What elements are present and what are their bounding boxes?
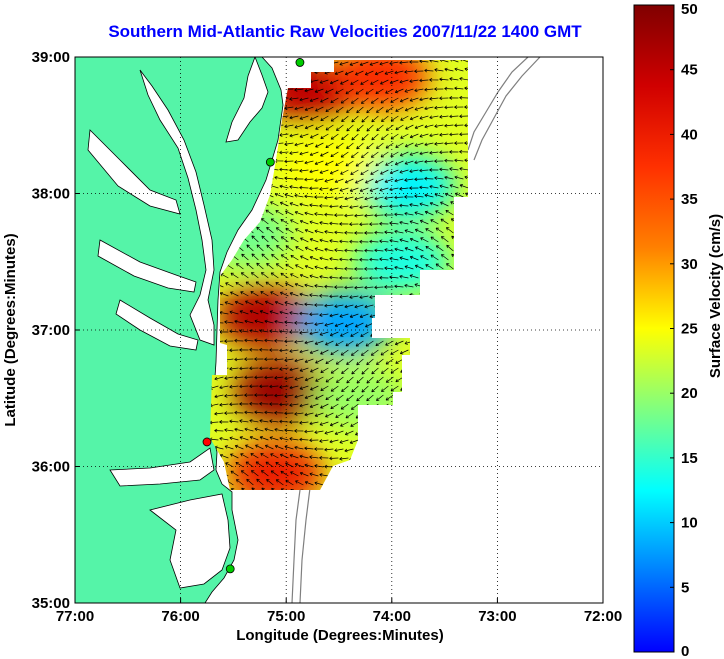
colorbar-label: Surface Velocity (cm/s) <box>707 214 724 378</box>
bathymetry-contour <box>291 57 529 603</box>
y-axis-ticks: 35:00 36:00 37:00 38:00 39:00 <box>32 49 80 612</box>
velocity-blob <box>280 134 377 199</box>
x-tick-label: 74:00 <box>373 608 411 625</box>
colorbar-tick-label: 40 <box>681 126 698 143</box>
y-axis-label: Latitude (Degrees:Minutes) <box>2 233 19 426</box>
colorbar-tick-label: 0 <box>681 643 689 659</box>
velocity-blob <box>296 291 393 356</box>
x-tick-label: 76:00 <box>161 608 199 625</box>
chesapeake-tributary-3 <box>115 299 199 351</box>
pamlico-sound <box>149 493 231 589</box>
x-axis-label: Longitude (Degrees:Minutes) <box>236 627 444 644</box>
chesapeake-tributary-1 <box>87 129 181 215</box>
colorbar-tick-label: 30 <box>681 256 698 273</box>
x-tick-label: 75:00 <box>267 608 305 625</box>
x-tick-label: 72:00 <box>584 608 622 625</box>
colorbar-tick-label: 10 <box>681 515 698 532</box>
chesapeake-bay <box>139 69 215 346</box>
x-axis-ticks: 77:00 76:00 75:00 74:00 73:00 72:00 <box>56 598 622 625</box>
colorbar-tick-label: 20 <box>681 385 698 402</box>
velocity-blob <box>333 60 430 110</box>
colorbar-ticks: 0 5 10 15 20 25 30 35 40 45 50 <box>670 1 698 659</box>
colorbar-tick-label: 35 <box>681 191 698 208</box>
grid-lines <box>75 57 603 603</box>
delaware-bay <box>225 57 269 143</box>
colorbar-tick-label: 25 <box>681 321 698 338</box>
velocity-blob <box>227 441 324 490</box>
y-tick-label: 37:00 <box>32 322 70 339</box>
colorbar-tick-label: 5 <box>681 579 689 596</box>
radar-station-marker <box>295 58 305 67</box>
radar-stations <box>202 58 305 574</box>
radar-station-marker <box>202 437 212 447</box>
y-tick-label: 39:00 <box>32 49 70 66</box>
velocity-blob <box>232 359 329 424</box>
chesapeake-tributary-2 <box>97 239 197 293</box>
colorbar-tick-label: 15 <box>681 450 698 467</box>
y-tick-label: 38:00 <box>32 186 70 203</box>
radar-station-marker <box>265 157 275 167</box>
x-tick-label: 77:00 <box>56 608 94 625</box>
x-tick-label: 73:00 <box>478 608 516 625</box>
y-tick-label: 35:00 <box>32 595 70 612</box>
map-title: Southern Mid-Atlantic Raw Velocities 200… <box>108 22 582 41</box>
colorbar <box>633 4 675 653</box>
bathymetry-contour-2 <box>299 57 541 603</box>
y-tick-label: 36:00 <box>32 459 70 476</box>
albemarle-sound <box>109 447 215 487</box>
colorbar-tick-label: 45 <box>681 62 698 79</box>
radar-station-marker <box>225 564 235 574</box>
colorbar-tick-label: 50 <box>681 1 698 18</box>
